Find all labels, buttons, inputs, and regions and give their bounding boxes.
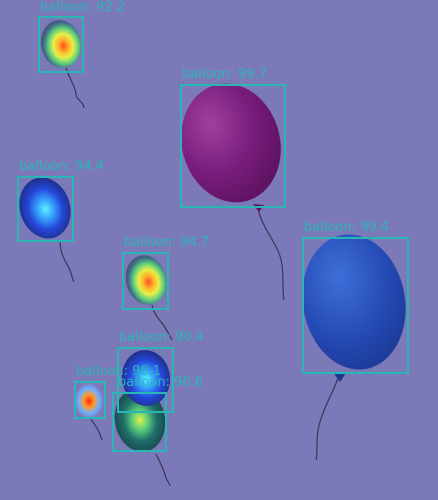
balloon-7-body bbox=[75, 384, 103, 418]
string-6 bbox=[155, 453, 171, 487]
balloon-2-body bbox=[181, 83, 281, 203]
detection-label: balloon: 99.7 bbox=[182, 67, 268, 82]
balloon-bodies bbox=[19, 20, 406, 452]
detection-box bbox=[74, 381, 106, 419]
detection-label: balloon: 90.4 bbox=[119, 330, 205, 345]
detection-box bbox=[17, 176, 74, 242]
balloon-4-body bbox=[302, 234, 406, 370]
balloon-4-knot bbox=[333, 372, 346, 382]
detection-box bbox=[302, 237, 409, 374]
string-7 bbox=[89, 417, 103, 441]
detection-label: balloon: 92.2 bbox=[40, 0, 126, 15]
detection-label: balloon: 99.4 bbox=[304, 220, 390, 235]
string-1 bbox=[65, 67, 85, 109]
balloon-1-body bbox=[40, 20, 82, 68]
balloon-3-body bbox=[19, 177, 71, 239]
string-4 bbox=[315, 377, 339, 461]
detection-box bbox=[117, 347, 174, 413]
detection-box bbox=[180, 84, 286, 208]
balloon-strings bbox=[59, 67, 339, 487]
detection-box bbox=[122, 252, 169, 310]
detection-box bbox=[38, 16, 84, 73]
string-5 bbox=[151, 304, 173, 341]
string-2 bbox=[257, 207, 285, 301]
detection-label: balloon: 94.7 bbox=[124, 235, 210, 250]
balloon-6-body bbox=[121, 350, 171, 406]
balloon-5-body bbox=[125, 255, 167, 305]
detection-label: balloon: 90.1 bbox=[76, 364, 162, 379]
detection-label: balloon: 94.4 bbox=[19, 159, 105, 174]
string-3 bbox=[59, 239, 75, 283]
detection-label: balloon: 90.6 bbox=[118, 375, 204, 390]
detection-box bbox=[112, 392, 167, 452]
